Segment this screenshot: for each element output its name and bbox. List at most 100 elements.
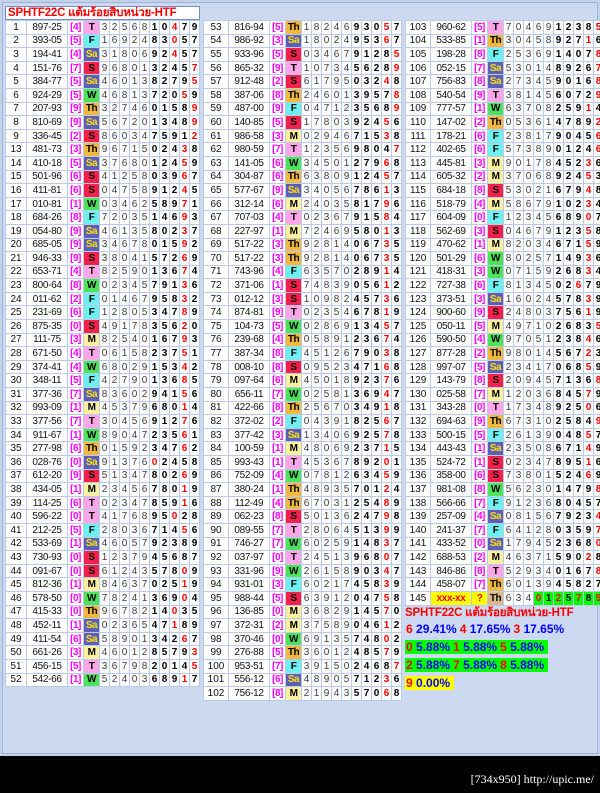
digit-cell: 4: [351, 291, 362, 307]
digit-cell: 0: [513, 20, 524, 35]
draw-number: 456-15: [26, 658, 68, 674]
digit-cell: 7: [159, 251, 170, 266]
digit: 9: [505, 497, 512, 509]
digit-cell: 8: [391, 400, 402, 416]
digit: 4: [505, 551, 512, 563]
digit: 7: [353, 348, 360, 360]
draw-number: 411-54: [26, 631, 68, 647]
table-row: 112 402-65 [6] F 5 7 3 8 9 0 1 2 4 6: [405, 142, 600, 157]
digit-cell: 5: [391, 47, 402, 62]
digit-cell: 2: [563, 20, 574, 35]
digit-cell: 3: [563, 536, 574, 552]
digit-cell: 3: [523, 414, 534, 429]
digit-cell: 5: [119, 441, 130, 456]
digit-cell: 9: [593, 87, 600, 103]
digit-cell: 4: [169, 455, 180, 470]
digit: 2: [323, 538, 330, 550]
digit: 0: [575, 551, 582, 563]
digit: 7: [191, 674, 198, 686]
digit-cell: 2: [189, 237, 200, 253]
digit-cell: 1: [109, 509, 120, 524]
digit: 8: [595, 551, 600, 563]
digit-cell: 9: [573, 183, 584, 198]
digit: 3: [353, 402, 360, 414]
digit: 8: [171, 565, 178, 577]
digit: 2: [373, 62, 380, 74]
digit: 1: [323, 633, 330, 645]
row-index: 98: [203, 631, 229, 647]
row-index: 4: [5, 60, 27, 76]
digit: 0: [505, 511, 512, 523]
digit: 6: [171, 551, 178, 563]
prediction-bracket: ?: [471, 590, 488, 606]
digit-cell: 0: [331, 87, 342, 103]
day-cell: Th: [487, 577, 504, 592]
digit: 6: [303, 538, 310, 550]
digit-cell: 0: [553, 142, 564, 157]
digit: 9: [595, 470, 600, 482]
digit: 2: [515, 565, 522, 577]
digit: 8: [121, 62, 128, 74]
digit-cell: 1: [139, 251, 150, 266]
digit-cell: 6: [149, 400, 160, 416]
digit-cell: 3: [149, 441, 160, 456]
table-row: 29 374-41 [4] W 6 8 0 2 9 1 5 3 4 2: [5, 359, 200, 375]
day-cell: T: [285, 60, 302, 76]
digit: 2: [575, 62, 582, 74]
digit: 1: [191, 348, 198, 360]
digit: 1: [565, 565, 572, 577]
digit: 8: [505, 280, 512, 292]
digit-cell: 6: [169, 319, 180, 334]
digit-cell: 9: [179, 210, 190, 225]
bracket-value: [5]: [269, 20, 286, 35]
table-row: 56 865-32 [9] T 1 0 7 3 4 5 6 2 8 9: [203, 60, 402, 76]
table-row: 18 684-26 [8] F 7 2 0 3 5 1 4 6 9 3: [5, 210, 200, 225]
table-row: 77 387-34 [8] F 4 5 1 2 6 7 9 0 3 8: [203, 346, 402, 361]
digit-cell: 4: [371, 169, 382, 185]
digit-cell: 7: [573, 33, 584, 49]
digit-cell: 9: [593, 278, 600, 293]
summary-item: 9 0.00%: [406, 676, 450, 690]
digit-cell: 1: [523, 427, 534, 443]
digit-cell: 7: [391, 387, 402, 402]
digit: 4: [383, 565, 390, 577]
digit-cell: 0: [301, 414, 312, 429]
bracket-value: [1]: [67, 577, 84, 592]
digit-cell: 5: [159, 291, 170, 307]
digit: 8: [313, 674, 320, 686]
digit-cell: 9: [99, 142, 110, 157]
row-index: 71: [203, 264, 229, 280]
digit-cell: 4: [311, 183, 322, 198]
digit-cell: 0: [119, 536, 130, 552]
digit: 6: [171, 375, 178, 387]
digit: 1: [161, 184, 168, 196]
digit: 0: [535, 103, 542, 115]
digit: 8: [101, 579, 108, 591]
digit-cell: 1: [159, 183, 170, 198]
digit: 1: [303, 116, 310, 128]
digit-cell: 0: [523, 169, 534, 185]
digit-cell: 9: [341, 618, 352, 633]
digit-cell: 9: [179, 74, 190, 89]
digit-cell: 6: [109, 346, 120, 361]
digit-cell: 5: [573, 455, 584, 470]
digit: 5: [101, 633, 108, 645]
digit: 4: [121, 198, 128, 210]
digit-cell: 3: [523, 550, 534, 565]
digit-cell: 4: [341, 237, 352, 253]
digit: 8: [313, 524, 320, 536]
digit: 3: [141, 674, 148, 686]
digit-cell: 5: [573, 400, 584, 416]
digit: 1: [111, 293, 118, 305]
digit-cell: 3: [159, 264, 170, 280]
bracket-value: [2]: [471, 169, 488, 185]
digit: 8: [383, 62, 390, 74]
digit-cell: 4: [159, 305, 170, 321]
digit-cell: 2: [321, 536, 332, 552]
digit-cell: 1: [341, 87, 352, 103]
digit-cell: 2: [149, 346, 160, 361]
digit-cell: 8: [179, 101, 190, 117]
digit-cell: 8: [381, 101, 392, 117]
digit: 4: [393, 266, 400, 278]
day-cell: Sa: [83, 237, 100, 253]
